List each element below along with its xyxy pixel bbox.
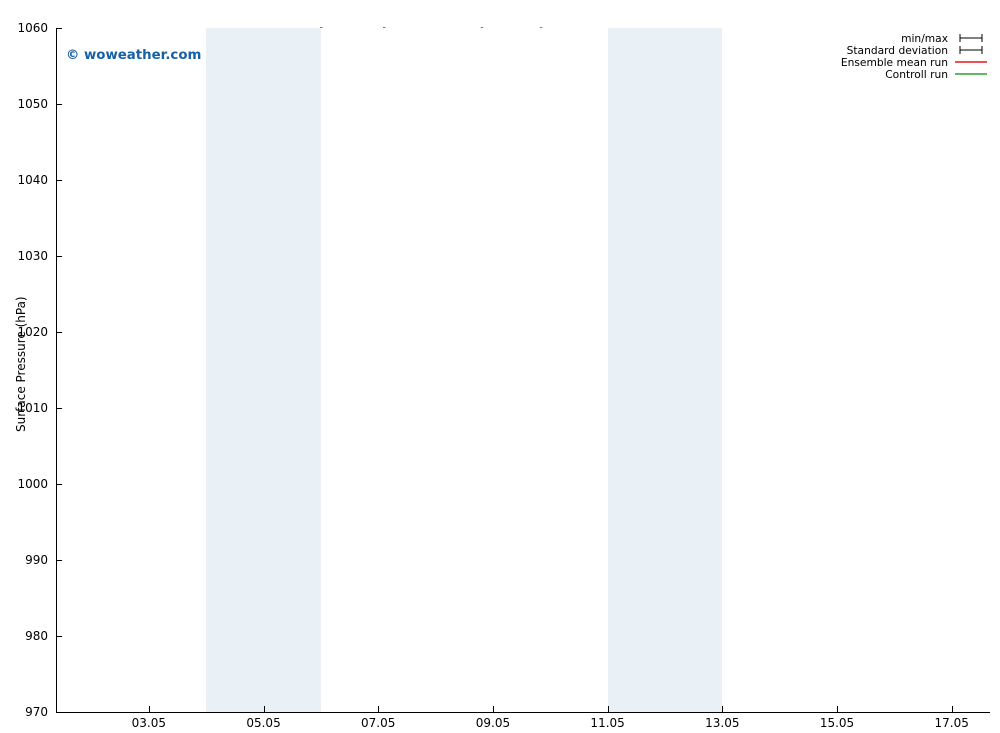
y-tick-label: 970	[25, 705, 48, 719]
plot-area	[56, 28, 990, 712]
y-tick	[56, 28, 62, 29]
legend-item: Standard deviation	[841, 44, 988, 56]
y-tick	[56, 408, 62, 409]
y-tick	[56, 560, 62, 561]
legend-swatch	[954, 45, 988, 55]
chart-container: CMC-ENS Time Series Montreal/Dorval AP W…	[0, 0, 1000, 733]
x-tick	[837, 706, 838, 712]
legend-swatch	[954, 57, 988, 67]
legend: min/maxStandard deviationEnsemble mean r…	[841, 32, 988, 80]
y-tick-label: 1000	[17, 477, 48, 491]
x-tick	[264, 706, 265, 712]
y-tick-label: 1040	[17, 173, 48, 187]
x-tick	[952, 706, 953, 712]
y-tick	[56, 104, 62, 105]
y-axis-line	[56, 28, 57, 712]
y-tick-label: 1010	[17, 401, 48, 415]
x-tick	[493, 706, 494, 712]
legend-swatch	[954, 69, 988, 79]
legend-swatch	[954, 33, 988, 43]
x-tick	[149, 706, 150, 712]
x-tick-label: 07.05	[361, 716, 395, 730]
y-tick	[56, 256, 62, 257]
x-tick-label: 09.05	[476, 716, 510, 730]
x-tick-label: 05.05	[246, 716, 280, 730]
x-tick	[378, 706, 379, 712]
y-tick-label: 1060	[17, 21, 48, 35]
x-tick-label: 11.05	[590, 716, 624, 730]
x-axis-line	[56, 712, 990, 713]
weekend-band	[608, 28, 723, 712]
legend-item: min/max	[841, 32, 988, 44]
y-tick-label: 980	[25, 629, 48, 643]
y-tick	[56, 332, 62, 333]
legend-item: Controll run	[841, 68, 988, 80]
x-tick-label: 13.05	[705, 716, 739, 730]
y-tick	[56, 636, 62, 637]
y-tick	[56, 180, 62, 181]
x-tick	[608, 706, 609, 712]
y-tick-label: 1020	[17, 325, 48, 339]
x-tick-label: 17.05	[935, 716, 969, 730]
x-tick-label: 15.05	[820, 716, 854, 730]
watermark: © woweather.com	[66, 48, 201, 63]
y-tick-label: 990	[25, 553, 48, 567]
y-tick	[56, 484, 62, 485]
legend-item: Ensemble mean run	[841, 56, 988, 68]
y-tick-label: 1050	[17, 97, 48, 111]
x-tick	[722, 706, 723, 712]
legend-label: Controll run	[885, 68, 954, 81]
weekend-band	[206, 28, 321, 712]
y-tick	[56, 712, 62, 713]
x-tick-label: 03.05	[132, 716, 166, 730]
y-tick-label: 1030	[17, 249, 48, 263]
